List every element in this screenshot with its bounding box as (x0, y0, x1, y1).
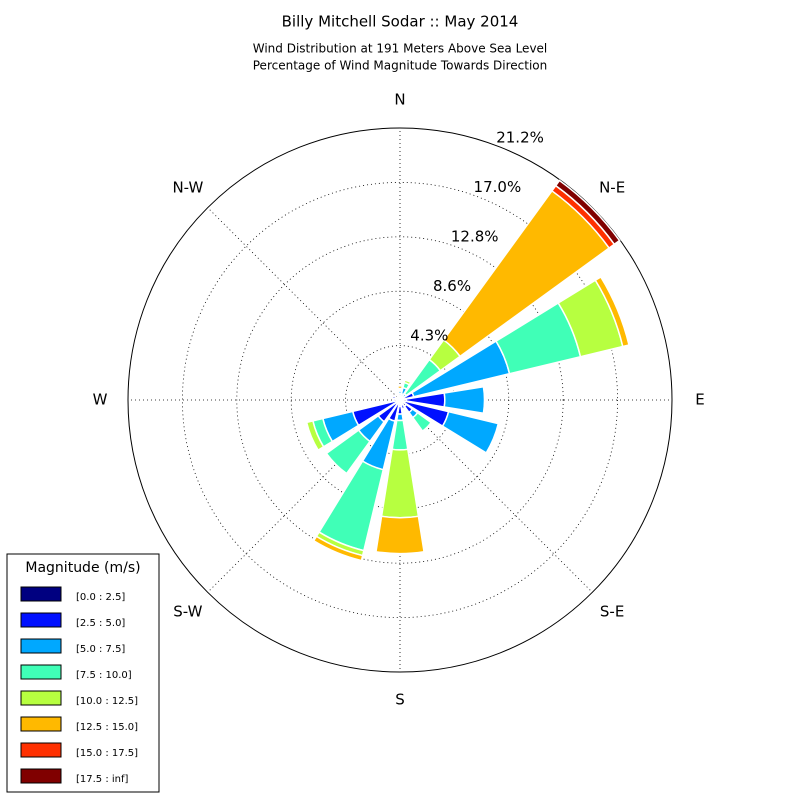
chart-subtitle: Percentage of Wind Magnitude Towards Dir… (253, 59, 547, 73)
direction-label: N-W (172, 178, 203, 196)
radial-tick-label: 12.8% (451, 228, 499, 246)
direction-label: S-E (600, 603, 624, 621)
outer-circle (127, 127, 673, 673)
grid-spoke (399, 399, 593, 593)
wind-segment (443, 385, 486, 415)
legend-swatch (20, 612, 62, 628)
legend-label: [0.0 : 2.5] (76, 592, 125, 603)
wind-segment (411, 411, 433, 433)
wind-segment (325, 429, 371, 475)
legend-swatch (20, 586, 62, 602)
direction-label: N (394, 91, 405, 109)
legend-label: [12.5 : 15.0] (76, 722, 138, 733)
direction-label: N-E (599, 178, 625, 196)
wind-segment (305, 420, 325, 452)
direction-label: E (695, 391, 704, 409)
grid-spoke (207, 207, 401, 401)
grid-ring (181, 181, 619, 619)
wind-segment (375, 515, 425, 555)
legend-swatch (20, 768, 62, 784)
legend-swatch (20, 664, 62, 680)
legend-label: [17.5 : inf] (76, 774, 129, 785)
radial-tick-label: 8.6% (433, 277, 471, 295)
legend-swatch (20, 742, 62, 758)
radial-tick-label: 4.3% (410, 327, 448, 345)
wind-segment (441, 410, 500, 454)
wind-segment (396, 385, 404, 390)
direction-label: S (395, 691, 405, 709)
legend-label: [2.5 : 5.0] (76, 618, 125, 629)
legend: Magnitude (m/s) [0.0 : 2.5] [2.5 : 5.0] [5… (6, 553, 160, 793)
chart-subtitle: Wind Distribution at 191 Meters Above Se… (253, 42, 548, 56)
wind-segment (395, 413, 405, 422)
legend-label: [7.5 : 10.0] (76, 670, 132, 681)
wind-segment (380, 448, 420, 519)
wind-segment (403, 379, 412, 386)
legend-title: Magnitude (m/s) (25, 560, 140, 576)
wind-segment (594, 275, 630, 348)
direction-label: W (93, 391, 108, 409)
direction-label: S-W (173, 603, 202, 621)
legend-swatch (20, 690, 62, 706)
radial-tick-label: 17.0% (474, 178, 522, 196)
chart-title: Billy Mitchell Sodar :: May 2014 (282, 13, 519, 31)
legend-swatch (20, 638, 62, 654)
grid-ring (236, 236, 564, 564)
plot-area: N N-E E S-E S S-W W N-W 4.3% 8.6% 12.8% 17.0% 21.2% (93, 91, 705, 709)
wind-segment (554, 179, 621, 246)
legend-swatch (20, 716, 62, 732)
radial-tick-label: 21.2% (496, 129, 544, 147)
legend-label: [10.0 : 12.5] (76, 696, 138, 707)
legend-label: [15.0 : 17.5] (76, 748, 138, 759)
wind-segment (396, 395, 401, 399)
grid-spoke (207, 399, 401, 593)
legend-label: [5.0 : 7.5] (76, 644, 125, 655)
wind-segment (312, 535, 364, 562)
wind-segment (391, 394, 397, 400)
